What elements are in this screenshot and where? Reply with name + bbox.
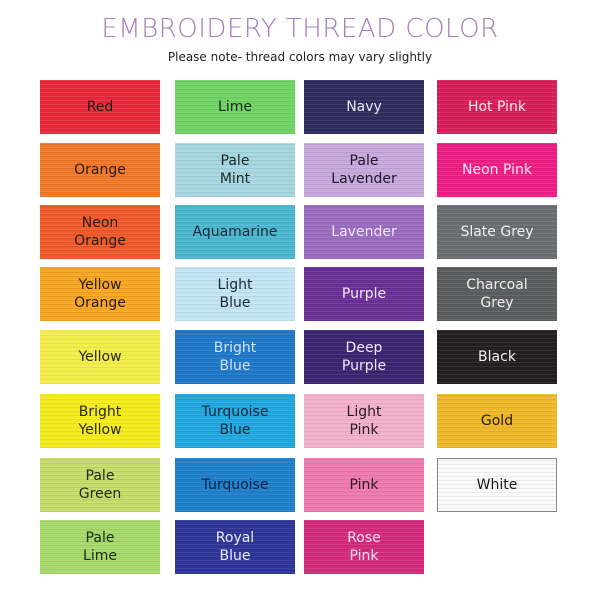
swatch-label: Purple	[341, 286, 387, 302]
swatch-yellow: Yellow	[40, 330, 160, 384]
swatch-white: White	[437, 458, 557, 512]
swatch-label: Navy	[346, 99, 382, 115]
swatch-label: Black	[478, 349, 516, 365]
swatch-black: Black	[437, 330, 557, 384]
swatch-turquoise: Turquoise	[175, 458, 295, 512]
swatch-navy: Navy	[304, 80, 424, 134]
swatch-pale-lime: Pale Lime	[40, 520, 160, 574]
swatch-hot-pink: Hot Pink	[437, 80, 557, 134]
swatch-aquamarine: Aquamarine	[175, 205, 295, 259]
swatch-pale-lavender: Pale Lavender	[304, 143, 424, 197]
swatch-label: Bright Blue	[213, 340, 257, 374]
swatch-label: Lavender	[331, 224, 397, 240]
swatch-label: Orange	[74, 162, 126, 178]
swatch-light-pink: Light Pink	[304, 394, 424, 448]
swatch-neon-orange: Neon Orange	[40, 205, 160, 259]
swatch-label: Light Pink	[346, 404, 382, 438]
swatch-label: Pale Lavender	[331, 153, 397, 187]
swatch-label: Hot Pink	[467, 99, 527, 115]
swatch-label: Turquoise	[201, 477, 269, 493]
swatch-label: Pale Lime	[83, 530, 117, 564]
swatch-label: Slate Grey	[460, 224, 534, 240]
swatch-purple: Purple	[304, 267, 424, 321]
swatch-neon-pink: Neon Pink	[437, 143, 557, 197]
swatch-bright-yellow: Bright Yellow	[40, 394, 160, 448]
swatch-pale-mint: Pale Mint	[175, 143, 295, 197]
swatch-label: Aquamarine	[192, 224, 278, 240]
swatch-gold: Gold	[437, 394, 557, 448]
swatch-lime: Lime	[175, 80, 295, 134]
swatch-bright-blue: Bright Blue	[175, 330, 295, 384]
swatch-label: Charcoal Grey	[466, 277, 528, 311]
swatch-label: Pale Green	[78, 468, 122, 502]
swatch-label: Yellow	[78, 349, 122, 365]
swatch-label: White	[476, 477, 518, 493]
swatch-deep-purple: Deep Purple	[304, 330, 424, 384]
swatch-red: Red	[40, 80, 160, 134]
swatch-pale-green: Pale Green	[40, 458, 160, 512]
swatch-pink: Pink	[304, 458, 424, 512]
swatch-label: Deep Purple	[341, 340, 387, 374]
swatch-label: Pink	[349, 477, 379, 493]
page-subtitle: Please note- thread colors may vary slig…	[167, 50, 433, 64]
page-title: EMBROIDERY THREAD COLOR	[101, 14, 499, 44]
swatch-label: Yellow Orange	[74, 277, 126, 311]
swatch-rose-pink: Rose Pink	[304, 520, 424, 574]
swatch-royal-blue: Royal Blue	[175, 520, 295, 574]
swatch-yellow-orange: Yellow Orange	[40, 267, 160, 321]
swatch-slate-grey: Slate Grey	[437, 205, 557, 259]
swatch-label: Lime	[218, 99, 252, 115]
swatch-label: Royal Blue	[215, 530, 255, 564]
swatch-label: Pale Mint	[219, 153, 251, 187]
swatch-orange: Orange	[40, 143, 160, 197]
swatch-charcoal-grey: Charcoal Grey	[437, 267, 557, 321]
swatch-label: Neon Orange	[74, 215, 126, 249]
swatch-label: Rose Pink	[347, 530, 381, 564]
swatch-label: Bright Yellow	[78, 404, 122, 438]
swatch-label: Red	[86, 99, 114, 115]
swatch-label: Light Blue	[217, 277, 253, 311]
swatch-label: Gold	[480, 413, 514, 429]
swatch-label: Neon Pink	[462, 162, 532, 178]
swatch-lavender: Lavender	[304, 205, 424, 259]
swatch-light-blue: Light Blue	[175, 267, 295, 321]
swatch-label: Turquoise Blue	[201, 404, 269, 438]
swatch-turquoise-blue: Turquoise Blue	[175, 394, 295, 448]
